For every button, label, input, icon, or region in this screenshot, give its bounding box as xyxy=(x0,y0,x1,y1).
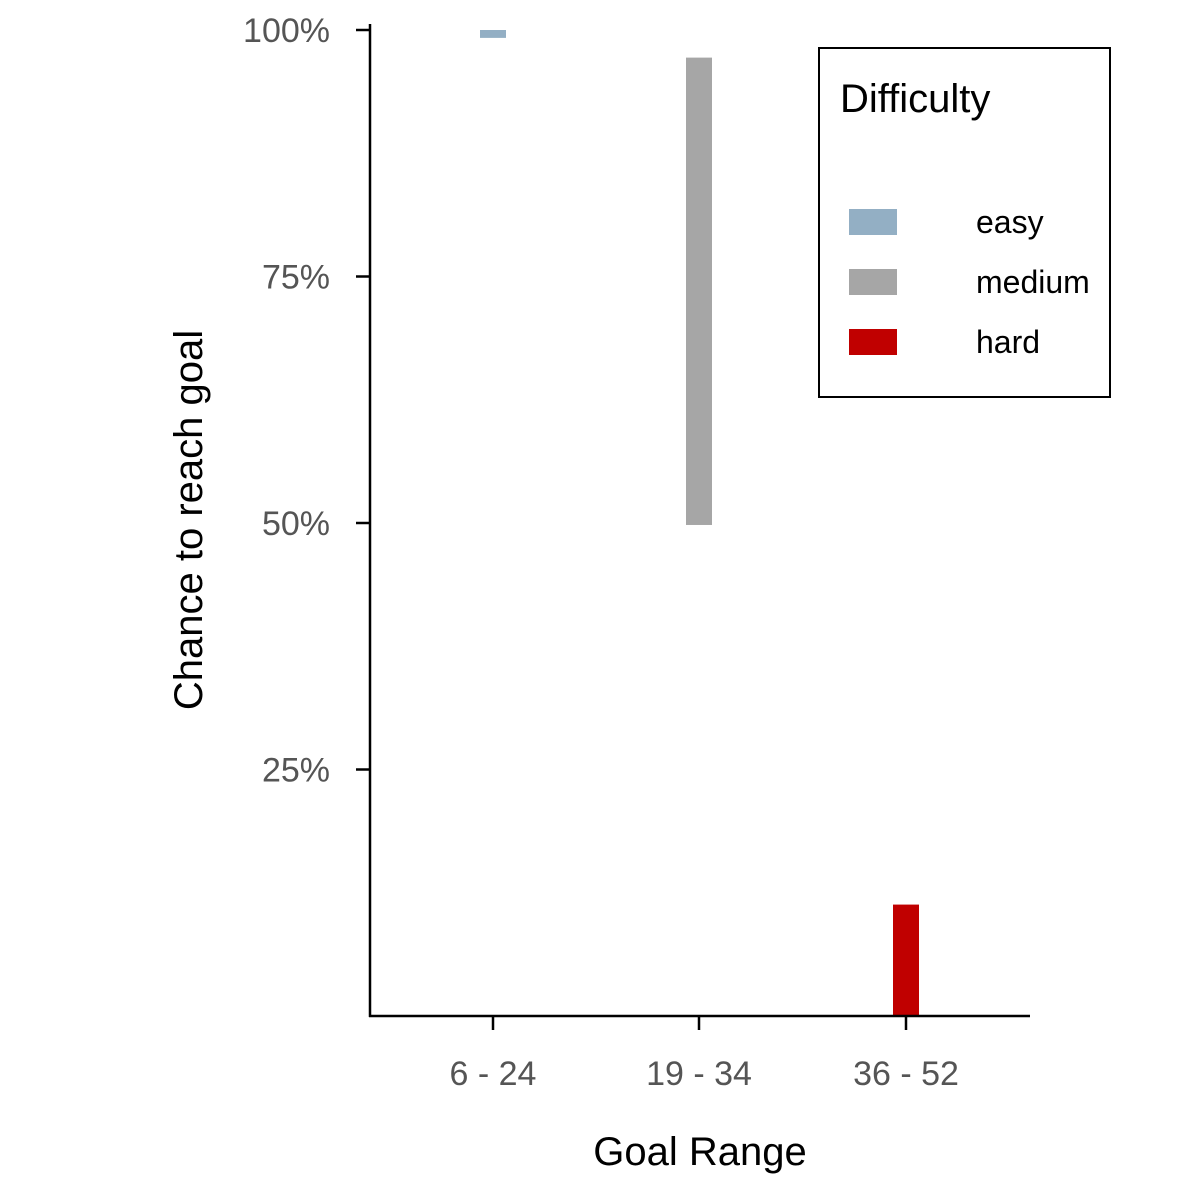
legend-label-hard: hard xyxy=(976,324,1040,360)
legend: Difficulty easy medium hard xyxy=(818,47,1111,398)
legend-label-medium: medium xyxy=(976,264,1090,300)
y-tick-label: 75% xyxy=(262,259,330,297)
legend-swatch-medium xyxy=(849,269,897,295)
y-tick-label: 25% xyxy=(262,752,330,790)
y-tick-label: 50% xyxy=(262,505,330,543)
y-tick-label: 100% xyxy=(243,12,330,50)
x-axis: 6 - 24 19 - 34 36 - 52 xyxy=(369,1014,1030,1093)
x-tick-label: 6 - 24 xyxy=(450,1055,537,1093)
legend-swatch-easy xyxy=(849,209,897,235)
legend-label-easy: easy xyxy=(976,204,1044,240)
bar-medium xyxy=(686,57,712,525)
bar-easy xyxy=(480,30,506,38)
y-axis-title: Chance to reach goal xyxy=(167,330,211,710)
x-axis-title: Goal Range xyxy=(593,1130,806,1174)
x-tick-label: 19 - 34 xyxy=(646,1055,752,1093)
bars-layer xyxy=(480,30,919,1016)
x-tick-label: 36 - 52 xyxy=(853,1055,959,1093)
y-axis: 25% 50% 75% 100% xyxy=(243,12,372,1017)
legend-swatch-hard xyxy=(849,329,897,355)
bar-hard xyxy=(893,904,919,1016)
legend-title: Difficulty xyxy=(840,77,990,121)
